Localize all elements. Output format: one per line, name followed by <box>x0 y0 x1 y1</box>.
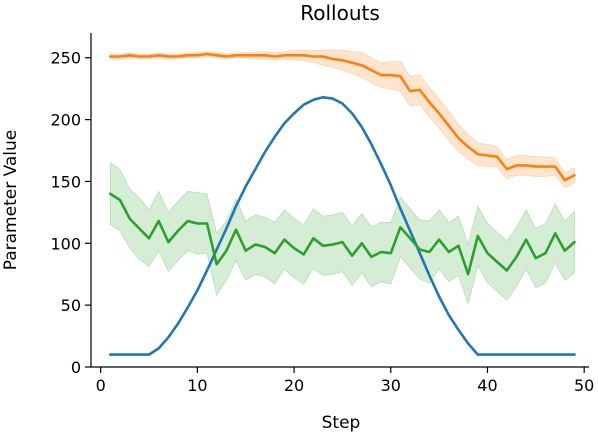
lines-layer <box>109 52 576 356</box>
y-tick-label: 50 <box>61 296 81 315</box>
series-1-line <box>109 96 576 356</box>
y-ticks-layer: 0 50 100 150 200 250 <box>50 49 91 377</box>
series-3-line <box>109 192 576 276</box>
y-tick-label: 0 <box>71 358 81 377</box>
x-axis-label: Step <box>322 413 361 433</box>
series-2-band <box>109 49 575 189</box>
x-tick-label: 40 <box>477 376 497 395</box>
y-tick-label: 100 <box>50 234 81 253</box>
y-axis-label: Parameter Value <box>1 130 21 271</box>
chart-title: Rollouts <box>300 1 380 25</box>
x-tick-label: 50 <box>574 376 594 395</box>
series-2-line <box>109 52 576 182</box>
x-tick-label: 0 <box>96 376 106 395</box>
x-ticks-layer: 0 10 20 30 40 50 <box>96 367 594 395</box>
x-tick-label: 10 <box>187 376 207 395</box>
x-tick-label: 30 <box>381 376 401 395</box>
y-tick-label: 150 <box>50 172 81 191</box>
bands-layer <box>109 49 575 306</box>
series-3-band <box>109 162 575 306</box>
x-tick-label: 20 <box>284 376 304 395</box>
y-tick-label: 200 <box>50 111 81 130</box>
y-tick-label: 250 <box>50 49 81 68</box>
